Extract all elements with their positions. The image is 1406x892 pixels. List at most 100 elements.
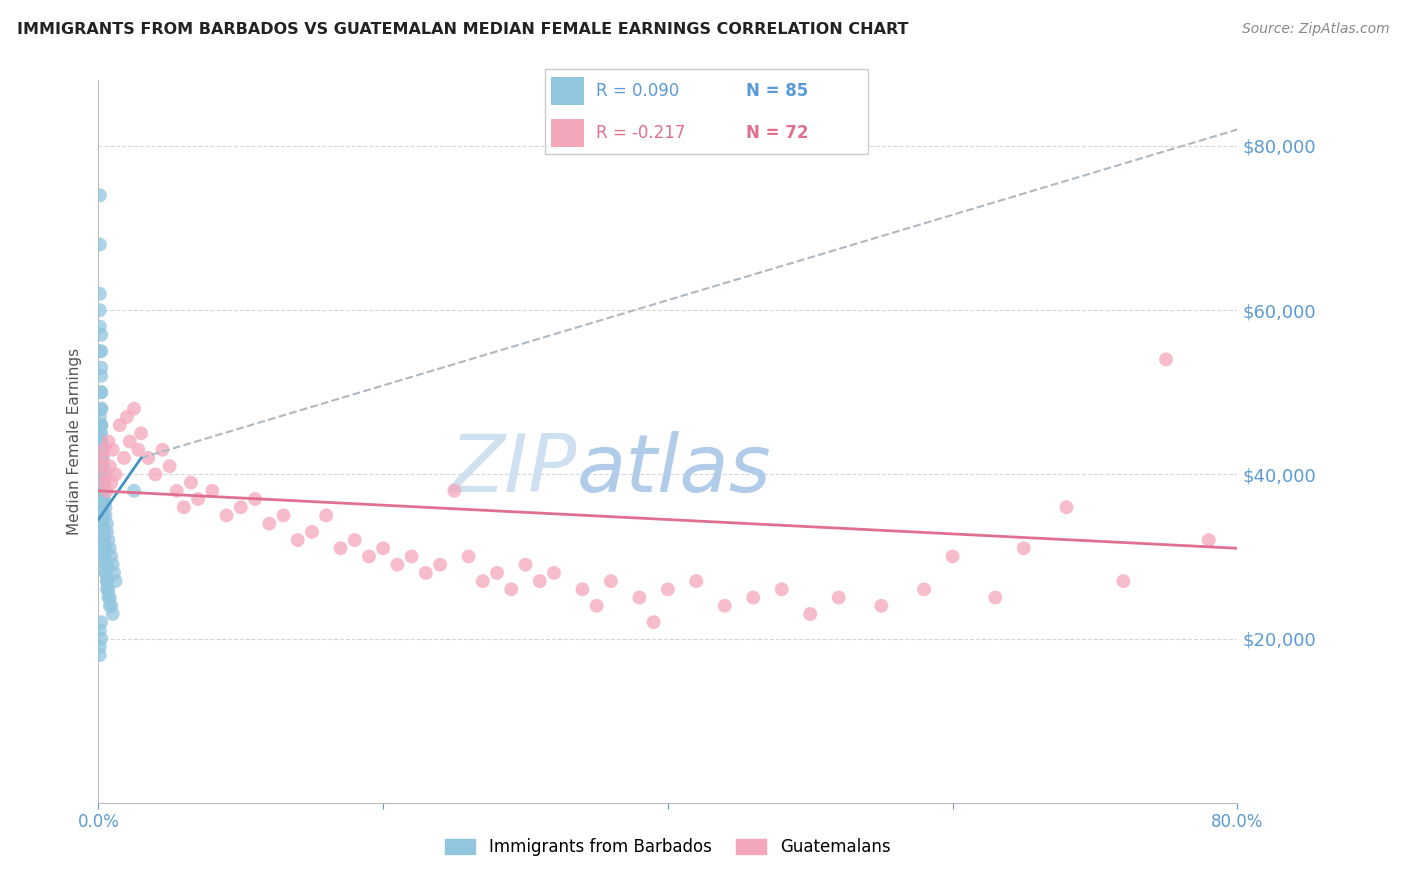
Point: [145, 467, 167, 482]
Point: [91, 524, 114, 539]
Point: [93, 533, 115, 547]
Point: [600, 574, 623, 588]
Point: [89, 409, 111, 424]
Text: IMMIGRANTS FROM BARBADOS VS GUATEMALAN MEDIAN FEMALE EARNINGS CORRELATION CHART: IMMIGRANTS FROM BARBADOS VS GUATEMALAN M…: [17, 22, 908, 37]
Point: [1012, 541, 1035, 556]
Bar: [551, 77, 585, 105]
Point: [91, 491, 114, 506]
Point: [90, 475, 112, 490]
Point: [90, 360, 112, 375]
Point: [115, 409, 138, 424]
Point: [90, 450, 112, 465]
Point: [90, 368, 112, 383]
Point: [94, 566, 117, 580]
Point: [96, 582, 118, 597]
Text: atlas: atlas: [576, 432, 772, 509]
Text: N = 72: N = 72: [747, 124, 808, 142]
Point: [90, 483, 112, 498]
Point: [529, 574, 551, 588]
Point: [457, 549, 479, 564]
Point: [94, 508, 117, 523]
Point: [90, 401, 112, 416]
Point: [94, 566, 117, 580]
Point: [94, 467, 117, 482]
Point: [91, 508, 114, 523]
Point: [97, 434, 120, 449]
Point: [1056, 500, 1078, 515]
Point: [90, 615, 112, 630]
Point: [98, 459, 121, 474]
Point: [89, 467, 111, 482]
Point: [273, 508, 295, 523]
Point: [828, 591, 851, 605]
Point: [159, 459, 181, 474]
Point: [90, 442, 112, 457]
Point: [103, 566, 125, 580]
Point: [108, 418, 131, 433]
Point: [443, 483, 465, 498]
Point: [91, 508, 114, 523]
Point: [91, 467, 114, 482]
Point: [94, 541, 117, 556]
Point: [912, 582, 935, 597]
Bar: [551, 119, 585, 147]
Point: [91, 450, 114, 465]
Point: [585, 599, 607, 613]
Point: [387, 558, 409, 572]
Point: [91, 459, 114, 474]
Point: [94, 500, 117, 515]
Point: [180, 475, 202, 490]
Point: [100, 599, 122, 613]
Point: [90, 442, 112, 457]
Point: [770, 582, 793, 597]
Point: [628, 591, 651, 605]
Point: [229, 500, 252, 515]
Point: [90, 434, 112, 449]
Point: [91, 524, 114, 539]
Text: ZIP: ZIP: [450, 432, 576, 509]
Point: [93, 491, 115, 506]
Point: [129, 426, 152, 441]
Point: [173, 500, 195, 515]
Point: [90, 401, 112, 416]
Point: [104, 467, 127, 482]
Point: [94, 558, 117, 572]
Point: [104, 574, 127, 588]
Point: [97, 591, 120, 605]
Point: [90, 632, 112, 646]
Point: [1198, 533, 1220, 547]
Point: [343, 533, 366, 547]
Point: [91, 500, 114, 515]
Point: [91, 508, 114, 523]
Point: [93, 442, 115, 457]
Point: [90, 385, 112, 400]
Point: [89, 624, 111, 638]
Point: [501, 582, 523, 597]
Point: [98, 541, 121, 556]
Text: N = 85: N = 85: [747, 82, 808, 100]
Point: [89, 286, 111, 301]
FancyBboxPatch shape: [544, 69, 869, 154]
Point: [329, 541, 352, 556]
Point: [90, 385, 112, 400]
Point: [401, 549, 423, 564]
Point: [315, 508, 337, 523]
Point: [98, 599, 121, 613]
Point: [93, 549, 115, 564]
Point: [201, 483, 224, 498]
Point: [96, 524, 118, 539]
Point: [415, 566, 437, 580]
Point: [101, 558, 124, 572]
Point: [90, 426, 112, 441]
Point: [96, 574, 118, 588]
Point: [90, 475, 112, 490]
Point: [90, 327, 112, 342]
Point: [714, 599, 737, 613]
Point: [93, 524, 115, 539]
Point: [187, 491, 209, 506]
Point: [429, 558, 451, 572]
Point: [243, 491, 266, 506]
Point: [93, 549, 115, 564]
Point: [799, 607, 821, 621]
Point: [89, 188, 111, 202]
